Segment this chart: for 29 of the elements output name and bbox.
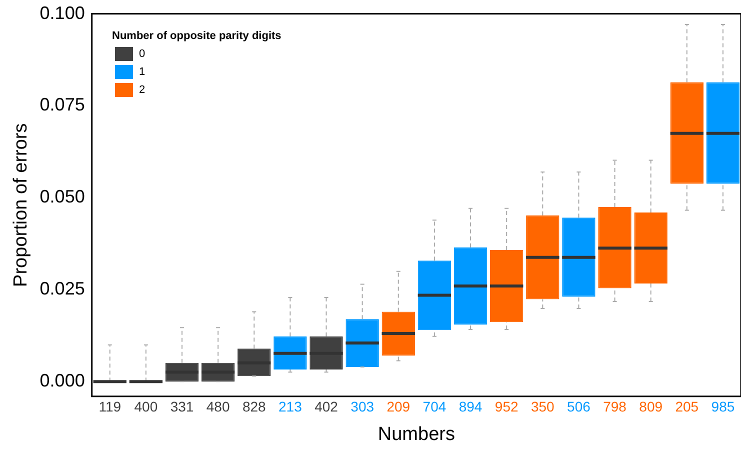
x-tick-label: 303 [350, 398, 374, 415]
x-tick-label: 985 [711, 398, 735, 415]
x-tick-label: 209 [386, 398, 410, 415]
x-tick-label: 952 [494, 398, 518, 415]
x-tick-label: 480 [206, 398, 230, 415]
y-tick-label: 0.000 [40, 370, 85, 391]
x-tick-label: 809 [639, 398, 663, 415]
x-tick-label: 704 [422, 398, 446, 415]
x-tick-label: 828 [242, 398, 266, 415]
y-tick-label: 0.050 [40, 186, 85, 207]
legend-label: 0 [139, 48, 146, 60]
y-tick-label: 0.075 [40, 94, 85, 115]
x-tick-label: 506 [567, 398, 591, 415]
legend-label: 1 [139, 66, 146, 78]
x-axis-title: Numbers [378, 424, 455, 445]
y-tick-label: 0.100 [40, 2, 85, 23]
x-tick-label: 894 [458, 398, 482, 415]
y-axis-title: Proportion of errors [10, 123, 32, 287]
x-tick-label: 350 [530, 398, 555, 415]
legend-title: Number of opposite parity digits [112, 30, 282, 42]
x-tick-label: 119 [98, 398, 122, 415]
x-tick-label: 400 [134, 398, 158, 415]
legend-label: 2 [139, 84, 146, 96]
x-tick-label: 798 [603, 398, 627, 415]
x-tick-label: 213 [278, 398, 302, 415]
x-tick-label: 402 [314, 398, 338, 415]
y-tick-label: 0.025 [40, 278, 85, 299]
x-tick-label: 205 [675, 398, 699, 415]
x-tick-label: 331 [170, 398, 194, 415]
